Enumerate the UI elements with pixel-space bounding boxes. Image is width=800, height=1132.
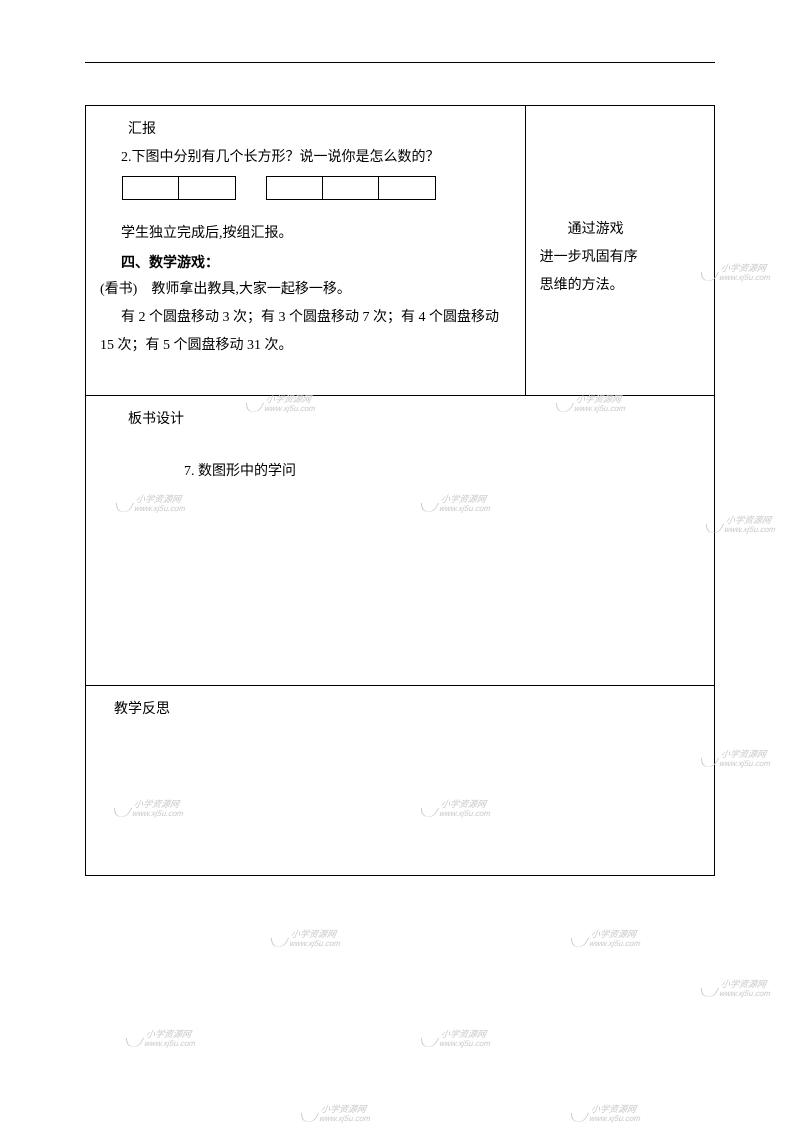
watermark: 小学资源网www.xj5u.com (298, 1105, 373, 1125)
section-4-heading: 四、数学游戏： (100, 248, 511, 276)
question-2: 2.下图中分别有几个长方形？说一说你是怎么数的？ (100, 144, 511, 172)
reflection-cell: 教学反思 (86, 686, 715, 876)
board-design-cell: 板书设计 7. 数图形中的学问 (86, 396, 715, 686)
watermark: 小学资源网www.xj5u.com (568, 930, 643, 950)
rect-cell (123, 177, 179, 199)
notes-cell: 通过游戏 进一步巩固有序 思维的方法。 (525, 106, 714, 396)
watermark: 小学资源网www.xj5u.com (268, 930, 343, 950)
rect-group-1 (122, 176, 236, 200)
note-line-1: 通过游戏 (540, 216, 700, 244)
rectangle-diagrams (122, 176, 511, 200)
content-cell: 汇报 2.下图中分别有几个长方形？说一说你是怎么数的？ (86, 106, 526, 396)
rect-cell (379, 177, 435, 199)
note-line-2: 进一步巩固有序 (540, 244, 700, 272)
independent-text: 学生独立完成后,按组汇报。 (100, 220, 511, 248)
teacher-text: (看书) 教师拿出教具,大家一起移一移。 (100, 276, 511, 304)
rect-group-2 (266, 176, 436, 200)
board-design-subtitle: 7. 数图形中的学问 (100, 458, 700, 486)
watermark: 小学资源网www.xj5u.com (568, 1105, 643, 1125)
rect-cell (179, 177, 235, 199)
page: 汇报 2.下图中分别有几个长方形？说一说你是怎么数的？ (85, 62, 715, 876)
reflection-title: 教学反思 (100, 696, 700, 724)
layout-table: 汇报 2.下图中分别有几个长方形？说一说你是怎么数的？ (85, 105, 715, 876)
note-line-3: 思维的方法。 (540, 272, 700, 300)
rect-cell (323, 177, 379, 199)
watermark: 小学资源网www.xj5u.com (418, 1030, 493, 1050)
disks-text: 有 2 个圆盘移动 3 次；有 3 个圆盘移动 7 次；有 4 个圆盘移动 15… (100, 304, 511, 360)
rect-cell (267, 177, 323, 199)
report-label: 汇报 (100, 116, 511, 144)
watermark: 小学资源网www.xj5u.com (123, 1030, 198, 1050)
board-design-title: 板书设计 (100, 406, 700, 434)
watermark: 小学资源网www.xj5u.com (698, 980, 773, 1000)
